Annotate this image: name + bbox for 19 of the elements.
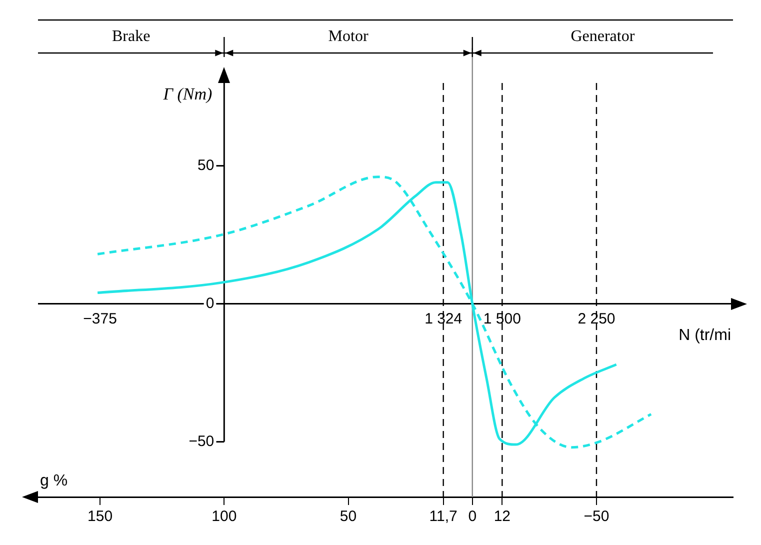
text: Generator (570, 28, 636, 46)
x-tick-label: 11,7 (429, 508, 458, 526)
x-tick-label: 150 (88, 508, 113, 526)
x-tick-label: 50 (340, 508, 357, 526)
x-tick-label: 100 (212, 508, 237, 526)
x-tick-label: 0 (468, 508, 477, 526)
y-tick-label: −50 (188, 432, 214, 450)
annotation: 1 500 (483, 310, 521, 328)
text: Motor (328, 28, 369, 46)
text: Brake (112, 28, 150, 46)
y-tick-label: 50 (197, 156, 214, 174)
x2-axis-title: N (tr/mi (678, 327, 731, 344)
y-tick-label: 0 (206, 294, 214, 312)
x-tick-label: −50 (584, 508, 610, 526)
annotation: 1 324 (424, 310, 462, 328)
y-axis-title: Γ (Nm) (162, 84, 212, 104)
annotation: −375 (83, 310, 117, 328)
x-tick-label: 12 (494, 508, 511, 526)
x-axis-title: g % (40, 472, 68, 490)
